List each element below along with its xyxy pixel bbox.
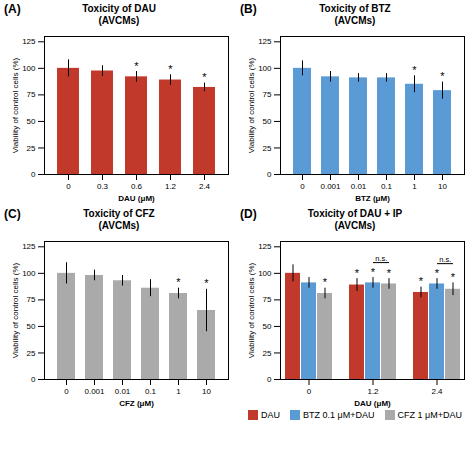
- svg-text:25: 25: [263, 144, 272, 153]
- svg-text:1: 1: [176, 387, 181, 396]
- svg-text:100: 100: [22, 269, 36, 278]
- svg-text:*: *: [419, 275, 424, 287]
- svg-text:0: 0: [31, 375, 36, 384]
- svg-text:*: *: [412, 64, 417, 76]
- svg-text:0: 0: [267, 170, 272, 179]
- html-text:(AVCMs): (AVCMs): [98, 14, 140, 26]
- svg-text:Viability of control cells (%): Viability of control cells (%): [247, 262, 256, 358]
- svg-text:50: 50: [27, 117, 36, 126]
- html-text:BTZ 0.1 μM+DAU: BTZ 0.1 μM+DAU: [303, 410, 375, 420]
- svg-text:BTZ (μM): BTZ (μM): [355, 194, 390, 203]
- svg-text:0.1: 0.1: [381, 182, 393, 191]
- svg-text:2.4: 2.4: [431, 387, 443, 396]
- svg-text:1: 1: [412, 182, 417, 191]
- svg-text:0.01: 0.01: [115, 387, 131, 396]
- svg-text:75: 75: [27, 295, 36, 304]
- svg-text:Viability of control cells (%): Viability of control cells (%): [11, 262, 20, 358]
- svg-text:2.4: 2.4: [199, 182, 211, 191]
- svg-text:0: 0: [64, 387, 69, 396]
- svg-text:75: 75: [263, 90, 272, 99]
- svg-text:0.001: 0.001: [320, 182, 341, 191]
- html-text:Toxicity of DAU + IP: Toxicity of DAU + IP: [307, 208, 403, 219]
- svg-text:100: 100: [258, 64, 272, 73]
- svg-text:100: 100: [22, 64, 36, 73]
- svg-text:*: *: [435, 267, 440, 279]
- svg-text:75: 75: [27, 90, 36, 99]
- html-text:(D): (D): [240, 207, 257, 221]
- svg-text:25: 25: [27, 144, 36, 153]
- svg-text:Viability of control cells (%): Viability of control cells (%): [11, 57, 20, 153]
- html-text:Toxicity of BTZ: Toxicity of BTZ: [319, 3, 391, 14]
- svg-text:0: 0: [66, 182, 71, 191]
- svg-text:0.3: 0.3: [97, 182, 109, 191]
- svg-text:0.6: 0.6: [131, 182, 143, 191]
- svg-text:1.2: 1.2: [367, 387, 379, 396]
- svg-text:*: *: [134, 60, 139, 72]
- svg-text:100: 100: [258, 269, 272, 278]
- svg-text:50: 50: [263, 117, 272, 126]
- svg-text:*: *: [202, 71, 207, 83]
- svg-text:0: 0: [267, 375, 272, 384]
- svg-text:125: 125: [22, 37, 36, 46]
- svg-text:*: *: [204, 277, 209, 289]
- svg-text:25: 25: [263, 349, 272, 358]
- svg-text:125: 125: [258, 242, 272, 251]
- svg-text:0: 0: [300, 182, 305, 191]
- html-text:(AVCMs): (AVCMs): [334, 219, 376, 231]
- html-text:CFZ 1 μM+DAU: CFZ 1 μM+DAU: [397, 410, 462, 420]
- html-text:(B): (B): [240, 2, 257, 16]
- svg-text:0: 0: [307, 387, 312, 396]
- svg-text:*: *: [323, 276, 328, 288]
- svg-text:*: *: [387, 267, 392, 279]
- html-text:Toxicity of CFZ: Toxicity of CFZ: [83, 208, 155, 219]
- svg-text:*: *: [440, 70, 445, 82]
- svg-text:0.1: 0.1: [145, 387, 157, 396]
- html-text:DAU: DAU: [261, 410, 280, 420]
- svg-text:CFZ (μM): CFZ (μM): [119, 399, 154, 408]
- svg-text:0.01: 0.01: [351, 182, 367, 191]
- svg-text:*: *: [168, 63, 173, 75]
- svg-text:125: 125: [258, 37, 272, 46]
- svg-text:DAU (μM): DAU (μM): [354, 399, 391, 408]
- svg-text:50: 50: [263, 322, 272, 331]
- html-text:(A): (A): [4, 2, 21, 16]
- svg-text:0.001: 0.001: [84, 387, 105, 396]
- svg-text:75: 75: [263, 295, 272, 304]
- svg-text:*: *: [355, 267, 360, 279]
- svg-text:Viability of control cells (%): Viability of control cells (%): [247, 57, 256, 153]
- svg-text:DAU (μM): DAU (μM): [118, 194, 155, 203]
- svg-text:0: 0: [31, 170, 36, 179]
- html-text:(AVCMs): (AVCMs): [98, 219, 140, 231]
- svg-text:10: 10: [202, 387, 211, 396]
- svg-text:10: 10: [438, 182, 447, 191]
- svg-text:50: 50: [27, 322, 36, 331]
- svg-text:*: *: [176, 276, 181, 288]
- svg-text:1.2: 1.2: [165, 182, 177, 191]
- svg-text:*: *: [451, 271, 456, 283]
- svg-text:n.s.: n.s.: [439, 255, 451, 264]
- html-text:Toxicity of DAU: Toxicity of DAU: [82, 3, 156, 14]
- svg-text:125: 125: [22, 242, 36, 251]
- svg-text:25: 25: [27, 349, 36, 358]
- svg-text:*: *: [371, 266, 376, 278]
- html-text:(AVCMs): (AVCMs): [334, 14, 376, 26]
- html-text:(C): (C): [4, 207, 21, 221]
- svg-text:n.s.: n.s.: [375, 254, 387, 263]
